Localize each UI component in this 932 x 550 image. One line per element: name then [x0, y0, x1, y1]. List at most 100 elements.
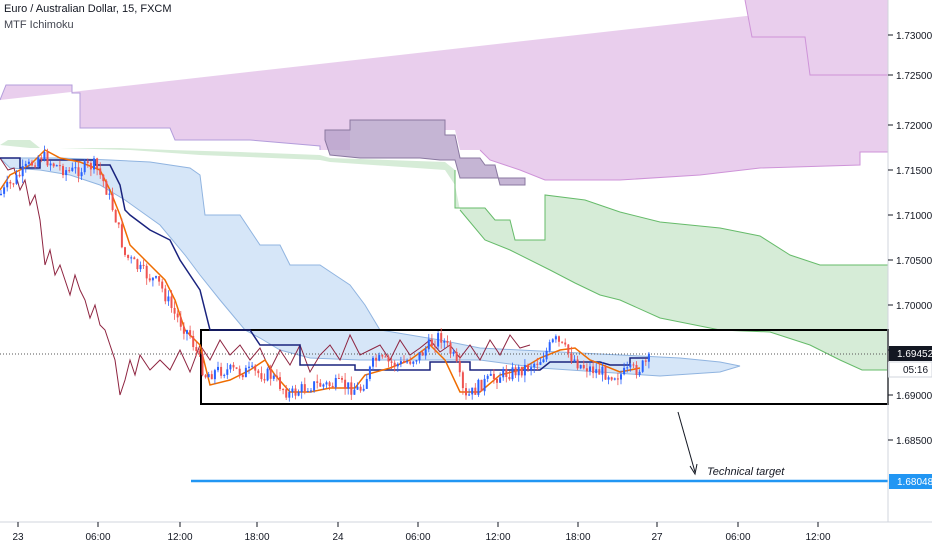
candle-up [412, 360, 415, 367]
price-axis[interactable]: 1.73000 1.72500 1.72000 1.71500 1.71000 1.705… [887, 0, 932, 522]
candle-up [186, 329, 188, 341]
cloud-overlap [324, 119, 526, 186]
candle-up [424, 346, 427, 360]
candle-up [486, 374, 489, 383]
candle-up [452, 348, 455, 357]
candle-up [297, 389, 300, 397]
cloud-blue-ltf [0, 157, 741, 377]
candle-up [248, 361, 250, 374]
cloud-green-htf [0, 140, 888, 370]
candle-down [68, 167, 71, 173]
candle-up [167, 290, 170, 306]
candle-down [337, 373, 340, 380]
candle-down [505, 364, 508, 383]
candle-up [641, 359, 644, 374]
price-tick-label: 1.71500 [896, 166, 932, 177]
candle-down [124, 246, 126, 257]
candle-up [620, 370, 622, 385]
candle-down [644, 358, 647, 366]
candle-down [514, 364, 517, 378]
candle-down [173, 301, 176, 320]
cloud-purple-upper-edge [0, 84, 321, 150]
candle-down [440, 328, 443, 349]
candle-up [55, 164, 58, 167]
candle-up [244, 365, 247, 378]
candle-up [601, 362, 604, 382]
candle-down [189, 325, 192, 339]
candle-up [623, 362, 626, 376]
candle-down [86, 158, 89, 168]
candle-up [71, 162, 74, 172]
candle-down [210, 370, 213, 380]
candle-down [117, 222, 120, 229]
price-tick-label: 1.72500 [896, 71, 932, 82]
candle-down [604, 364, 607, 381]
time-axis[interactable]: 23 06:00 12:00 18:00 24 06:00 12:00 18:00 27 06:0… [0, 521, 932, 543]
candle-down [96, 157, 99, 176]
candle-down [220, 362, 223, 379]
price-tick-label: 1.72000 [896, 121, 932, 132]
time-tick-label: 06:00 [85, 532, 110, 543]
candle-down [62, 163, 64, 179]
candle-down [421, 349, 424, 356]
tenkan-line [0, 149, 641, 393]
price-tick-label: 1.71000 [896, 211, 932, 222]
candle-up [213, 368, 216, 384]
candle-up [0, 189, 2, 196]
candle-down [257, 369, 260, 378]
candle-up [530, 363, 533, 376]
candle-up [471, 387, 474, 400]
candle-up [353, 383, 356, 395]
candle-down [34, 162, 37, 169]
svg-text:1.68048: 1.68048 [897, 477, 932, 488]
candle-down [269, 364, 272, 386]
candle-down [99, 162, 102, 179]
target-price-label: 1.68048 [889, 474, 932, 489]
candle-up [548, 339, 551, 353]
candle-up [511, 362, 514, 382]
candle-down [592, 360, 595, 379]
countdown-label: 05:16 [888, 361, 932, 378]
candle-down [158, 275, 161, 286]
candle-up [418, 352, 421, 364]
candle-down [564, 338, 567, 347]
candle-down [133, 256, 136, 260]
candle-up [573, 355, 576, 363]
candle-down [114, 208, 117, 223]
candle-down [585, 363, 588, 378]
time-tick-label: 12:00 [805, 532, 830, 543]
candle-up [21, 159, 24, 184]
candle-down [492, 368, 495, 384]
candle-up [313, 381, 316, 393]
candle-up [589, 361, 591, 376]
cloud-green-edge [454, 170, 888, 266]
candle-down [182, 322, 185, 340]
candle-down [390, 357, 393, 369]
candle-down [458, 354, 461, 377]
candle-up [93, 155, 95, 174]
price-tick-label: 1.70500 [896, 256, 932, 267]
candle-up [477, 378, 480, 397]
time-tick-label: 24 [332, 532, 344, 543]
symbol-title: Euro / Australian Dollar, 15, FXCM [4, 3, 172, 15]
candle-down [58, 160, 61, 171]
candle-down [341, 375, 343, 383]
candle-up [551, 338, 554, 344]
candle-up [406, 358, 409, 365]
candle-up [638, 369, 641, 377]
candle-up [49, 160, 52, 171]
target-arrow[interactable] [677, 411, 698, 476]
candle-up [24, 160, 27, 173]
candle-down [496, 376, 498, 389]
candle-down [195, 340, 198, 357]
ichimoku-clouds [0, 0, 888, 377]
candle-up [545, 347, 548, 363]
candle-up [396, 362, 399, 372]
candle-down [241, 373, 244, 380]
candle-up [502, 366, 505, 381]
candle-down [381, 354, 384, 359]
candle-down [449, 340, 452, 359]
candle-down [446, 335, 449, 347]
candle-up [542, 352, 545, 363]
